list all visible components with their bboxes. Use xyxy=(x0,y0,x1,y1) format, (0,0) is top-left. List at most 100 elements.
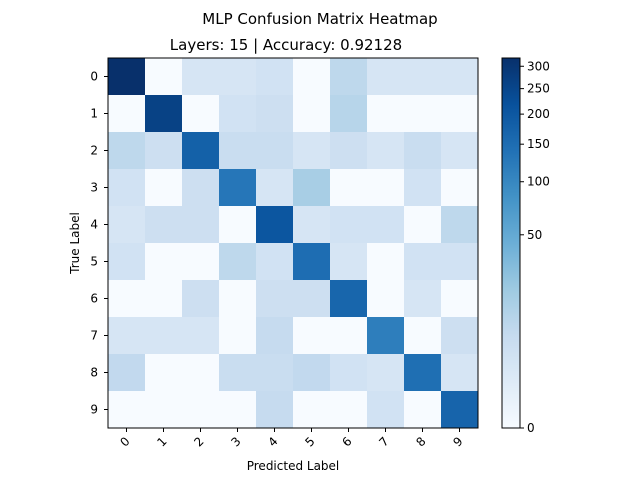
heatmap-cell xyxy=(404,317,441,354)
heatmap-cell xyxy=(145,280,182,317)
heatmap-cell xyxy=(293,280,330,317)
heatmap-cell xyxy=(330,206,367,243)
x-tick-label: 2 xyxy=(191,434,206,449)
heatmap-cell xyxy=(108,243,145,280)
heatmap-cell xyxy=(256,243,293,280)
heatmap-cell xyxy=(182,391,219,428)
heatmap-cell xyxy=(145,132,182,169)
heatmap-cell xyxy=(441,391,478,428)
heatmap-cell xyxy=(108,354,145,391)
heatmap-cell xyxy=(256,169,293,206)
heatmap-cell xyxy=(330,58,367,95)
x-tick-label: 9 xyxy=(450,434,465,449)
colorbar-gradient xyxy=(501,57,521,429)
heatmap-cell xyxy=(182,243,219,280)
heatmap-cell xyxy=(404,391,441,428)
x-tick-label: 1 xyxy=(154,434,169,449)
heatmap-cell xyxy=(108,206,145,243)
heatmap-cell xyxy=(330,280,367,317)
heatmap-cell xyxy=(404,243,441,280)
heatmap-cell xyxy=(219,206,256,243)
x-axis-ticks: 0 1 2 3 4 5 6 7 8 9 xyxy=(117,428,466,450)
chart-title: MLP Confusion Matrix Heatmap xyxy=(202,10,437,28)
y-tick-label: 3 xyxy=(90,181,98,195)
heatmap-cell xyxy=(219,243,256,280)
heatmap-cell xyxy=(330,391,367,428)
heatmap-cell xyxy=(182,58,219,95)
heatmap-cell xyxy=(182,317,219,354)
heatmap-cell xyxy=(145,169,182,206)
heatmap-cell xyxy=(404,206,441,243)
heatmap-cell xyxy=(145,317,182,354)
heatmap-cell xyxy=(145,354,182,391)
heatmap-cell xyxy=(293,95,330,132)
heatmap-cell xyxy=(367,95,404,132)
heatmap-cell xyxy=(182,169,219,206)
heatmap-cell xyxy=(293,391,330,428)
heatmap-cell xyxy=(256,132,293,169)
heatmap-cell xyxy=(293,206,330,243)
heatmap-cell xyxy=(256,58,293,95)
heatmap-cell xyxy=(330,169,367,206)
heatmap-cell xyxy=(256,280,293,317)
heatmap-cell xyxy=(293,354,330,391)
y-tick-label: 7 xyxy=(90,329,98,343)
colorbar-tick-label: 300 xyxy=(527,59,550,73)
y-axis-label: True Label xyxy=(68,212,82,275)
heatmap-cell xyxy=(293,132,330,169)
y-tick-label: 6 xyxy=(90,292,98,306)
chart-subtitle: Layers: 15 | Accuracy: 0.92128 xyxy=(170,36,402,54)
heatmap-cell xyxy=(330,354,367,391)
heatmap-cell xyxy=(182,132,219,169)
heatmap-cell xyxy=(108,169,145,206)
heatmap-cell xyxy=(441,206,478,243)
y-tick-label: 2 xyxy=(90,144,98,158)
heatmap-cell xyxy=(404,169,441,206)
heatmap-cell xyxy=(256,354,293,391)
plot-frame xyxy=(107,57,479,429)
heatmap-cell xyxy=(219,391,256,428)
x-tick-label: 3 xyxy=(228,434,243,449)
heatmap-cell xyxy=(108,391,145,428)
heatmap-cell xyxy=(404,354,441,391)
heatmap-cell xyxy=(108,280,145,317)
heatmap-cell xyxy=(145,391,182,428)
heatmap-cell xyxy=(441,317,478,354)
heatmap-cell xyxy=(404,95,441,132)
heatmap-cell xyxy=(330,243,367,280)
heatmap-cell xyxy=(367,132,404,169)
heatmap-cell xyxy=(441,243,478,280)
heatmap-cell xyxy=(441,280,478,317)
heatmap-cell xyxy=(404,280,441,317)
heatmap-cell xyxy=(367,354,404,391)
heatmap-cells xyxy=(108,58,478,428)
heatmap-cell xyxy=(367,206,404,243)
heatmap-cell xyxy=(330,95,367,132)
heatmap-cell xyxy=(256,317,293,354)
heatmap-cell xyxy=(182,354,219,391)
heatmap-cell xyxy=(145,243,182,280)
x-tick-label: 4 xyxy=(265,434,280,449)
colorbar-tick-label: 250 xyxy=(527,82,550,96)
heatmap-cell xyxy=(367,280,404,317)
y-tick-label: 8 xyxy=(90,366,98,380)
y-tick-label: 5 xyxy=(90,255,98,269)
heatmap-cell xyxy=(219,280,256,317)
x-tick-label: 5 xyxy=(302,434,317,449)
heatmap-cell xyxy=(367,169,404,206)
heatmap-cell xyxy=(367,58,404,95)
heatmap-cell xyxy=(108,95,145,132)
heatmap-cell xyxy=(182,206,219,243)
heatmap-cell xyxy=(441,58,478,95)
heatmap-cell xyxy=(256,391,293,428)
heatmap-cell xyxy=(108,132,145,169)
heatmap-cell xyxy=(256,206,293,243)
heatmap-cell xyxy=(219,95,256,132)
colorbar: 0 50 100 150 200 250 300 xyxy=(501,57,550,435)
x-tick-label: 6 xyxy=(339,434,354,449)
heatmap-cell xyxy=(219,354,256,391)
heatmap-cell xyxy=(330,132,367,169)
y-tick-label: 1 xyxy=(90,107,98,121)
heatmap-cell xyxy=(404,132,441,169)
